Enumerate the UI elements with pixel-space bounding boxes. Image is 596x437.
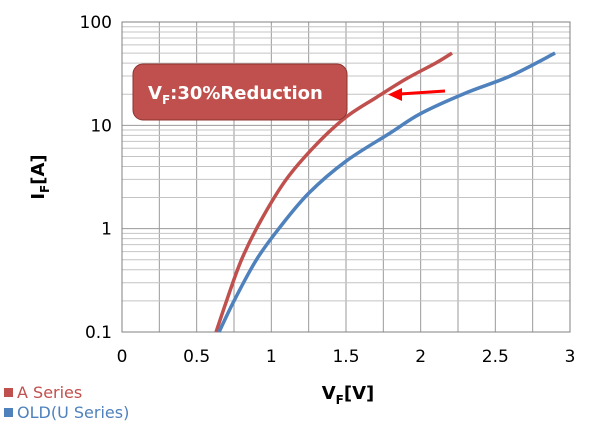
x-axis-title: VF[V] <box>322 383 375 407</box>
x-axis-title-suffix: [V] <box>344 383 374 404</box>
y-tick-label: 1 <box>101 220 112 240</box>
reduction-arrow <box>388 88 446 101</box>
arrow-head <box>388 88 402 101</box>
series-lines <box>214 51 556 333</box>
y-axis-title-main: I <box>28 193 49 200</box>
plot-area-frame <box>121 21 571 333</box>
series-line-a-series <box>214 51 453 333</box>
callout-text-main: V <box>148 83 162 104</box>
y-tick-label: 0.1 <box>85 323 112 343</box>
x-tick-label: 1 <box>266 347 277 367</box>
x-axis-title-main: V <box>322 383 336 404</box>
x-tick-label: 2 <box>415 347 426 367</box>
callout-text-sub: F <box>162 93 170 107</box>
legend-swatch <box>4 388 13 397</box>
legend-swatch <box>4 408 13 417</box>
arrow-shaft <box>399 89 446 96</box>
x-tick-labels: 0 0.5 1 1.5 2 2.5 3 <box>117 347 576 367</box>
y-axis-title-sub: F <box>38 185 52 193</box>
y-tick-label: 100 <box>80 13 112 33</box>
x-tick-label: 2.5 <box>482 347 509 367</box>
callout-box <box>132 63 348 121</box>
x-tick-label: 1.5 <box>332 347 359 367</box>
x-tick-label: 0.5 <box>183 347 210 367</box>
reduction-callout: VF:30%Reduction <box>132 63 348 121</box>
callout-text: VF:30%Reduction <box>148 83 323 107</box>
x-tick-label: 3 <box>565 347 576 367</box>
y-tick-label: 10 <box>90 116 112 136</box>
legend-label: A Series <box>17 383 82 402</box>
series-line-old-u-series <box>217 51 556 333</box>
y-tick-labels: 0.1 1 10 100 <box>80 13 112 343</box>
y-axis-title: IF[A] <box>28 154 52 199</box>
callout-text-suffix: :30%Reduction <box>170 83 323 104</box>
y-axis-title-suffix: [A] <box>28 154 49 184</box>
x-axis-title-sub: F <box>336 393 344 407</box>
x-tick-label: 0 <box>117 347 128 367</box>
legend-label: OLD(U Series) <box>17 403 129 422</box>
